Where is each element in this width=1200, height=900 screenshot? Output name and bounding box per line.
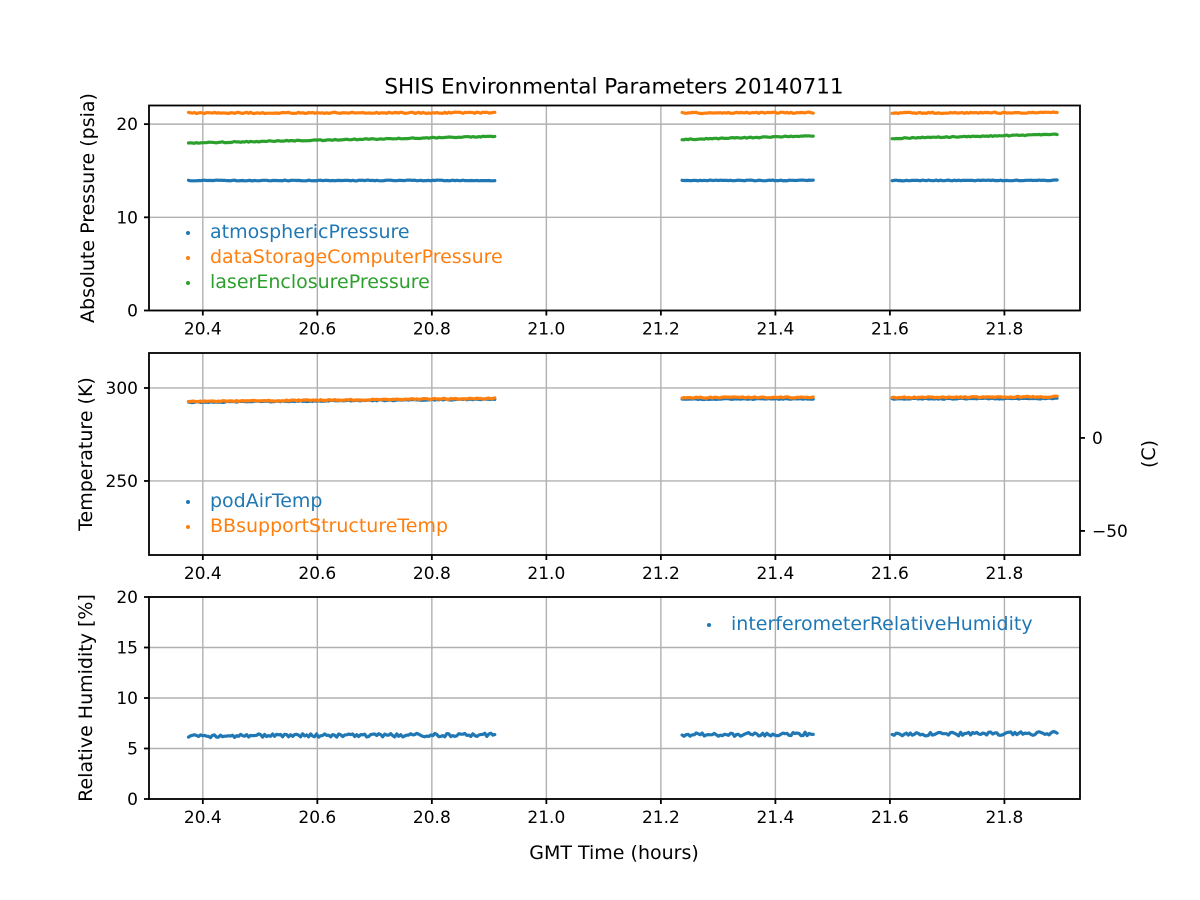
x-tick-label: 21.4: [756, 808, 794, 828]
x-tick-label: 21.8: [985, 564, 1023, 584]
y-axis-label-pressure: Absolute Pressure (psia): [77, 93, 99, 323]
x-tick-label: 21.2: [642, 808, 680, 828]
series-interferometerRelativeHumidity: [890, 730, 1059, 738]
series-dataStorageComputerPressure: [186, 110, 497, 116]
x-tick-label: 21.4: [756, 320, 794, 340]
x-tick-label: 20.6: [298, 564, 336, 584]
x-tick-label: 20.4: [184, 808, 222, 828]
x-tick-label: 21.0: [527, 320, 565, 340]
series-dataStorageComputerPressure: [890, 110, 1059, 116]
right-tick-label: 0: [1092, 429, 1103, 449]
x-tick-label: 20.8: [413, 564, 451, 584]
x-tick-label: 21.0: [527, 808, 565, 828]
x-tick-label: 20.4: [184, 564, 222, 584]
y-axis-label-temperature: Temperature (K): [75, 377, 97, 531]
x-axis-label: GMT Time (hours): [529, 842, 699, 864]
x-tick-label: 21.2: [642, 320, 680, 340]
y-tick-label: 250: [106, 472, 138, 492]
series-laserEnclosurePressure: [186, 134, 497, 145]
x-tick-label: 20.8: [413, 320, 451, 340]
x-tick-label: 21.6: [871, 564, 909, 584]
plot-border: [148, 352, 1081, 556]
x-tick-label: 21.4: [756, 564, 794, 584]
legend-dot-icon: [697, 622, 721, 627]
legend-item: BBsupportStructureTemp: [176, 514, 448, 539]
legend-temperature: podAirTemp BBsupportStructureTemp: [176, 489, 448, 539]
y-axis-label-humidity: Relative Humidity [%]: [75, 594, 97, 802]
legend-label: atmosphericPressure: [210, 221, 410, 243]
y-tick-label: 300: [106, 379, 138, 399]
plot-border: [148, 104, 1081, 312]
legend-item: podAirTemp: [176, 489, 448, 514]
legend-label: laserEnclosurePressure: [210, 271, 430, 293]
legend-label: BBsupportStructureTemp: [210, 515, 449, 537]
series-atmosphericPressure: [680, 178, 815, 183]
right-tick-label: −50: [1092, 522, 1128, 542]
y-tick-label: 20: [116, 588, 138, 608]
legend-item: laserEnclosurePressure: [176, 270, 503, 295]
x-tick-label: 21.2: [642, 564, 680, 584]
right-axis-label-celsius: (C): [1138, 439, 1160, 469]
series-interferometerRelativeHumidity: [186, 731, 497, 740]
series-laserEnclosurePressure: [890, 132, 1059, 141]
series-BBsupportStructureTemp: [680, 395, 815, 400]
y-tick-label: 0: [127, 302, 138, 322]
legend-pressure: atmosphericPressure dataStorageComputerP…: [176, 220, 503, 295]
figure-title: SHIS Environmental Parameters 20140711: [384, 74, 844, 100]
y-tick-label: 5: [127, 740, 138, 760]
y-tick-label: 0: [127, 790, 138, 810]
x-tick-label: 21.6: [871, 320, 909, 340]
series-dataStorageComputerPressure: [680, 110, 815, 116]
x-tick-label: 20.8: [413, 808, 451, 828]
legend-label: dataStorageComputerPressure: [210, 246, 503, 268]
legend-label: podAirTemp: [210, 490, 323, 512]
x-tick-label: 20.4: [184, 320, 222, 340]
series-atmosphericPressure: [890, 178, 1059, 183]
series-laserEnclosurePressure: [680, 134, 815, 142]
legend-item: dataStorageComputerPressure: [176, 245, 503, 270]
y-tick-label: 10: [116, 689, 138, 709]
legend-dot-icon: [176, 230, 200, 235]
x-tick-label: 20.6: [298, 808, 336, 828]
legend-item: atmosphericPressure: [176, 220, 503, 245]
legend-label: interferometerRelativeHumidity: [731, 613, 1033, 635]
legend-dot-icon: [176, 499, 200, 504]
y-tick-label: 15: [116, 639, 138, 659]
series-atmosphericPressure: [186, 178, 497, 183]
x-tick-label: 21.6: [871, 808, 909, 828]
legend-dot-icon: [176, 255, 200, 260]
series-interferometerRelativeHumidity: [680, 730, 815, 738]
x-tick-label: 21.8: [985, 808, 1023, 828]
legend-humidity: interferometerRelativeHumidity: [697, 612, 1033, 637]
y-tick-label: 10: [116, 208, 138, 228]
legend-item: interferometerRelativeHumidity: [697, 612, 1033, 637]
series-BBsupportStructureTemp: [890, 394, 1059, 400]
legend-dot-icon: [176, 524, 200, 529]
legend-dot-icon: [176, 280, 200, 285]
series-BBsupportStructureTemp: [186, 396, 497, 404]
x-tick-label: 20.6: [298, 320, 336, 340]
x-tick-label: 21.8: [985, 320, 1023, 340]
y-tick-label: 20: [116, 115, 138, 135]
x-tick-label: 21.0: [527, 564, 565, 584]
